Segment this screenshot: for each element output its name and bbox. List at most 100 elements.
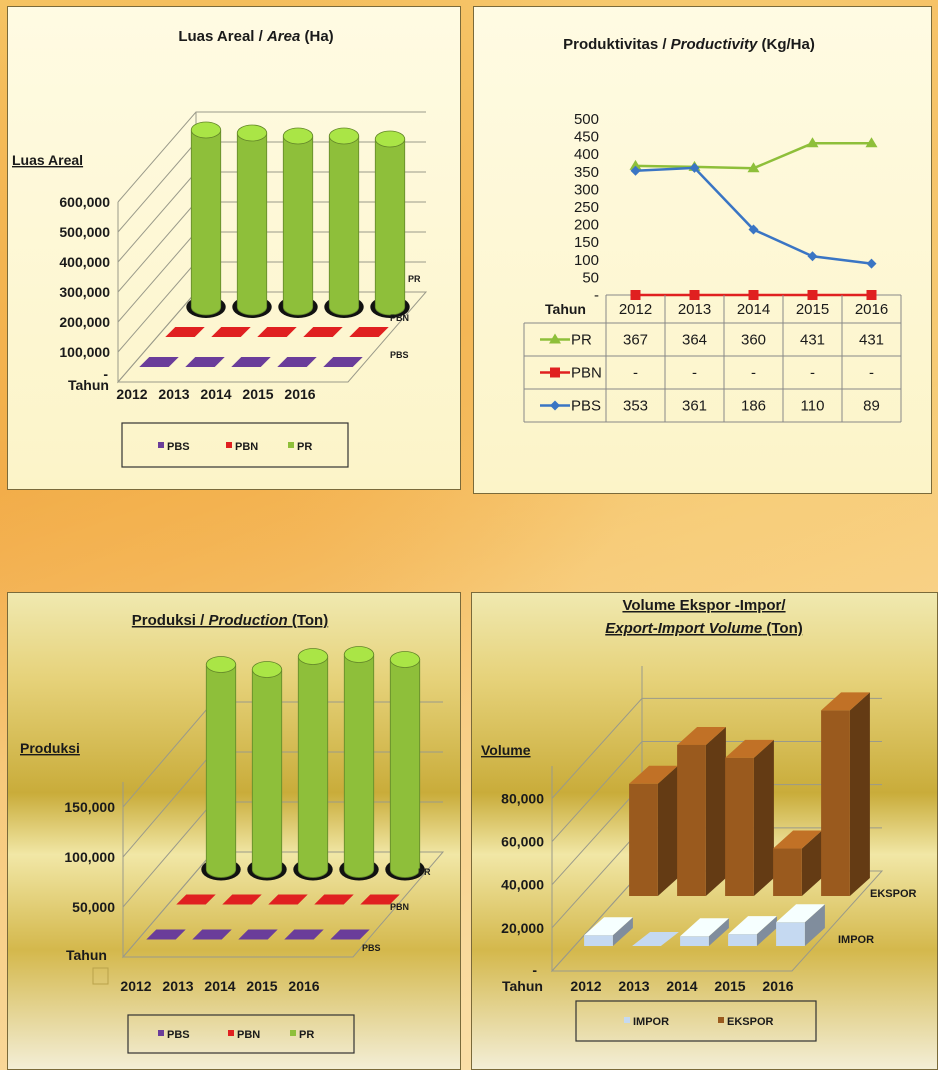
table-cell: 431 [859, 332, 884, 349]
y-tick-label: 40,000 [501, 877, 544, 893]
area-y-axis-label: Luas Areal [12, 152, 83, 168]
legend-swatch [624, 1017, 630, 1023]
bar-pbn-2013 [222, 894, 262, 905]
x-tick-label: 2016 [762, 978, 793, 994]
table-row-label: PBS [571, 398, 601, 415]
table-cell: - [633, 365, 638, 382]
production-chart-title: Produksi / Production (Ton) [132, 612, 328, 629]
table-cell: - [751, 365, 756, 382]
y-tick-label: 450 [574, 129, 599, 146]
bar-pr-2013-top [236, 124, 268, 142]
export-import-y-axis-label: Volume [481, 742, 531, 758]
bar-ekspor-2015-top [773, 830, 822, 849]
bar-impor-2013 [632, 932, 679, 946]
table-header-year: 2016 [855, 301, 888, 318]
table-cell: 361 [682, 398, 707, 415]
x-tick-label: 2015 [242, 386, 273, 402]
bar-pr-2012 [190, 129, 222, 316]
bar-ekspor-2012-side [657, 765, 678, 896]
x-tick-label: 2014 [200, 386, 231, 402]
point-pr-2014 [747, 162, 760, 173]
bar-ekspor-2013-side [705, 726, 726, 896]
area-chart-panel: Luas Areal / Area (Ha) Luas Areal - Tahu… [7, 6, 461, 490]
y-tick-label: 300 [574, 181, 599, 198]
bar-pr-2013 [236, 132, 268, 316]
y-tick-label: 60,000 [501, 834, 544, 850]
area-legend-box [121, 422, 349, 468]
bar-pbs-2013 [192, 929, 232, 940]
bar-impor-2012-side [612, 917, 633, 946]
bar-pr-2016 [374, 138, 406, 316]
bar-impor-2012-top [584, 917, 633, 936]
y-tick-label: 250 [574, 199, 599, 216]
bar-ekspor-2016-side [849, 692, 870, 896]
table-header-year: 2015 [796, 301, 829, 318]
bar-pbs-2015 [284, 929, 324, 940]
bar-pbs-2016 [330, 929, 370, 940]
x-tick-label: 2013 [162, 978, 193, 994]
production-chart-panel: Produksi / Production (Ton) Produksi Tah… [7, 592, 461, 1070]
legend-swatch [228, 1030, 234, 1036]
legend-swatch [158, 442, 164, 448]
table-header-year: 2014 [737, 301, 770, 318]
y-tick-label: 200,000 [59, 314, 110, 330]
bar-pr-2016-top [374, 130, 406, 148]
legend-swatch [158, 1030, 164, 1036]
legend-swatch [290, 1030, 296, 1036]
bar-pr-2012-top [190, 121, 222, 139]
legend-swatch [226, 442, 232, 448]
bar-pbn-2012 [165, 327, 205, 337]
production-chart: Produksi / Production (Ton) Produksi Tah… [20, 612, 445, 1054]
point-pbn-2016 [866, 290, 877, 300]
y-tick-label: 400,000 [59, 254, 110, 270]
legend-label: PR [299, 1029, 314, 1041]
floor [121, 851, 445, 958]
bar-impor-2016 [776, 922, 805, 946]
y-tick-label: 400 [574, 146, 599, 163]
bar-pr-2012-top [205, 656, 237, 673]
point-pbn-2014 [748, 290, 759, 300]
bar-pr-2013 [251, 669, 283, 878]
y-tick-label: 50 [582, 269, 599, 286]
bar-pbn-2016 [349, 327, 389, 337]
bar-pbs-2012 [146, 929, 186, 940]
legend-marker [550, 400, 560, 411]
bar-impor-2014 [680, 936, 709, 946]
bar-ekspor-2013-top [677, 726, 726, 745]
x-tick-label: 2015 [714, 978, 745, 994]
bar-impor-2016-top [776, 904, 825, 923]
bar-ekspor-2015 [773, 848, 802, 896]
productivity-chart-panel: Produktivitas / Productivity (Kg/Ha) -50… [473, 6, 932, 494]
bar-pbs-2016 [323, 357, 363, 367]
bar-pr-2015 [328, 135, 360, 316]
x-tick-label: 2012 [116, 386, 147, 402]
x-tick-label: 2014 [666, 978, 697, 994]
bar-pbn-2012 [176, 894, 216, 905]
y-tick-label: 500,000 [59, 224, 110, 240]
bar-pbn-2015 [303, 327, 343, 337]
point-pbs-2015 [807, 251, 818, 262]
y-tick-label: 300,000 [59, 284, 110, 300]
bar-pbn-2014 [257, 327, 297, 337]
table-cell: 360 [741, 332, 766, 349]
y-tick-label: - [594, 287, 599, 304]
table-row-label: PR [571, 332, 592, 349]
table-cell: 110 [801, 398, 825, 415]
table-row-label: PBN [571, 365, 602, 382]
bar-pr-2013-top [251, 661, 283, 678]
point-pbs-2014 [748, 224, 759, 235]
bar-ekspor-2013 [677, 744, 706, 896]
bar-impor-2014-side [708, 918, 729, 946]
bar-impor-2014-top [680, 918, 729, 937]
depth-label: PBN [390, 902, 409, 912]
table-cell: 431 [800, 332, 825, 349]
y-tick-label: 100,000 [59, 344, 110, 360]
y-tick-label: 600,000 [59, 194, 110, 210]
point-pbs-2013 [689, 162, 700, 173]
area-plot: 100,000 200,000 300,000 400,000 500,000 600,0… [59, 111, 428, 453]
export-import-x-axis-label: Tahun [502, 978, 543, 994]
production-y-axis-label: Produksi [20, 740, 80, 756]
productivity-chart: Produktivitas / Productivity (Kg/Ha) -50… [523, 36, 902, 423]
legend-label: IMPOR [633, 1016, 669, 1028]
bar-pbs-2014 [231, 357, 271, 367]
